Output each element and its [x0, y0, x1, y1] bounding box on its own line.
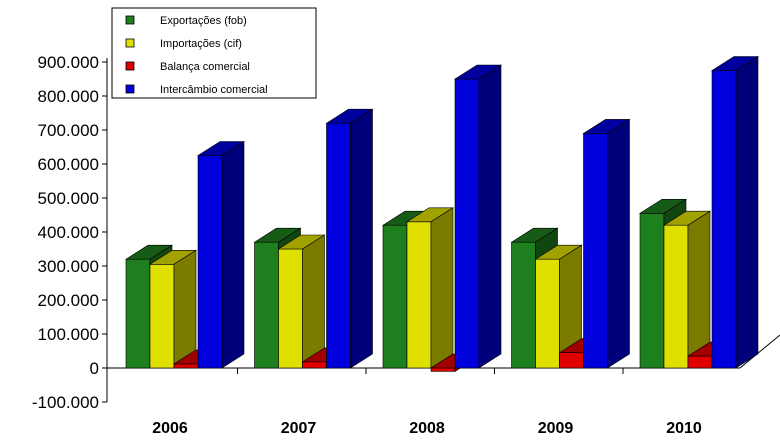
bar-front [197, 155, 223, 369]
x-tick-label-2008: 2008 [409, 420, 445, 437]
y-tick-label: 900.000 [38, 53, 99, 72]
y-tick-label: 300.000 [38, 257, 99, 276]
bar-front [711, 70, 737, 369]
legend-item-intercambio-comercial: Intercâmbio comercial [125, 84, 268, 96]
bar-front [125, 258, 151, 369]
legend-label: Exportações (fob) [160, 15, 247, 27]
bar-group-2009 [510, 118, 631, 369]
legend-item-importacoes-cif: Importações (cif) [125, 38, 242, 50]
y-tick-label: 500.000 [38, 189, 99, 208]
bar-front [254, 241, 279, 369]
bar-front [430, 367, 456, 372]
x-tick-labels: 2006 2007 2008 2009 2010 [152, 420, 702, 437]
legend-item-exportacoes-fob: Exportações (fob) [125, 15, 247, 27]
legend-swatch [125, 15, 135, 25]
y-tick-label: 800.000 [38, 87, 99, 106]
bar-intercambio-comercial-2006 [196, 140, 246, 369]
y-tick-label: 200.000 [38, 291, 99, 310]
y-tick-label: 600.000 [38, 155, 99, 174]
bar-side [221, 140, 245, 369]
y-tick-label: -100.000 [32, 393, 99, 412]
bar-side [735, 55, 759, 369]
y-tick-label: 100.000 [38, 325, 99, 344]
bar-side [607, 118, 630, 369]
bar-front [149, 263, 175, 369]
bar-front [406, 221, 432, 369]
bar-front [687, 355, 713, 369]
y-tick-labels: -100.000 0 100.000 200.000 300.000 400.000 500… [32, 53, 624, 412]
bar-side [173, 249, 197, 369]
legend-label: Importações (cif) [160, 38, 242, 50]
bar-front [302, 361, 327, 369]
bar-importacoes-cif-2008 [405, 207, 455, 369]
bar-importacoes-cif-2006 [148, 249, 198, 369]
legend-label: Intercâmbio comercial [160, 84, 268, 96]
bar-side [478, 64, 502, 369]
bar-group-2007 [253, 108, 374, 369]
bar-side [430, 207, 454, 369]
y-tick-label: 400.000 [38, 223, 99, 242]
x-axis-depth-line [739, 334, 780, 369]
bar-front [382, 224, 408, 369]
bar-side [302, 234, 325, 369]
bar-front [639, 213, 665, 369]
bar-importacoes-cif-2007 [277, 234, 326, 369]
bar-intercambio-comercial-2009 [582, 118, 631, 369]
bar-front [535, 258, 560, 369]
bar-group-2010 [638, 55, 760, 369]
x-tick-label-2007: 2007 [281, 420, 317, 437]
legend-item-balanca-comercial: Balança comercial [125, 61, 250, 73]
bar-importacoes-cif-2009 [534, 244, 583, 369]
bars [124, 55, 760, 372]
bar-group-2006 [124, 140, 246, 369]
bar-importacoes-cif-2010 [662, 210, 712, 369]
legend-swatch [125, 84, 135, 94]
bar-front [559, 352, 584, 369]
bar-front [663, 224, 689, 369]
legend-box [111, 7, 317, 99]
bar-front [583, 133, 608, 369]
bar-intercambio-comercial-2008 [453, 64, 503, 369]
bar-group-2008 [381, 64, 503, 372]
legend: Exportações (fob) Importações (cif) Balanç… [111, 7, 317, 99]
bar-front [454, 78, 480, 369]
bar-front [173, 363, 199, 369]
x-tick-label-2010: 2010 [666, 420, 702, 437]
bar-front [278, 248, 303, 369]
legend-swatch [125, 38, 135, 48]
bar-front [326, 122, 351, 369]
bar-side [350, 108, 373, 369]
x-tick-label-2009: 2009 [538, 420, 574, 437]
legend-label: Balança comercial [160, 61, 250, 73]
y-tick-label: 700.000 [38, 121, 99, 140]
y-tick-label: 0 [90, 359, 99, 378]
bar-intercambio-comercial-2010 [710, 55, 760, 369]
bar-intercambio-comercial-2007 [325, 108, 374, 369]
legend-swatch [125, 61, 135, 71]
x-tick-label-2006: 2006 [152, 420, 188, 437]
bar-front [511, 241, 536, 369]
